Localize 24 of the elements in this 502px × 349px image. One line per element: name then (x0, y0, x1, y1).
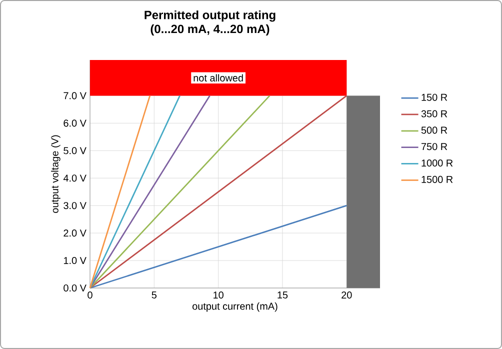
y-tick-label: 5.0 V (64, 147, 86, 154)
legend-label: 500 R (421, 126, 448, 134)
x-tick-label: 15 (278, 292, 288, 298)
y-axis-title: output voltage (V) (51, 135, 60, 213)
legend-label: 750 R (422, 143, 448, 150)
chart-title: Permitted output rating (144, 10, 276, 22)
y-tick-label: 2.0 V (64, 230, 86, 237)
x-tick-label: 0 (88, 292, 92, 299)
legend-label: 350 R (421, 110, 448, 118)
x-tick-label: 20 (342, 292, 352, 299)
y-tick-label: 4.0 V (63, 174, 86, 182)
y-tick-label: 1.0 V (64, 257, 86, 264)
legend-label: 150 R (422, 94, 448, 101)
x-axis-title: output current (mA) (192, 302, 278, 312)
legend-label: 1000 R (422, 160, 453, 167)
y-tick-label: 3.0 V (64, 202, 86, 210)
x-tick-label: 5 (152, 292, 157, 298)
y-tick-label: 0.0 V (64, 284, 86, 292)
y-tick-label: 7.0 V (64, 92, 86, 100)
y-tick-label: 6.0 V (64, 120, 86, 127)
band-label: not allowed (194, 74, 243, 82)
x-tick-label: 10 (214, 292, 224, 299)
chart-subtitle: (0...20 mA, 4...20 mA) (150, 24, 270, 36)
legend-label: 1500 R (422, 176, 453, 183)
